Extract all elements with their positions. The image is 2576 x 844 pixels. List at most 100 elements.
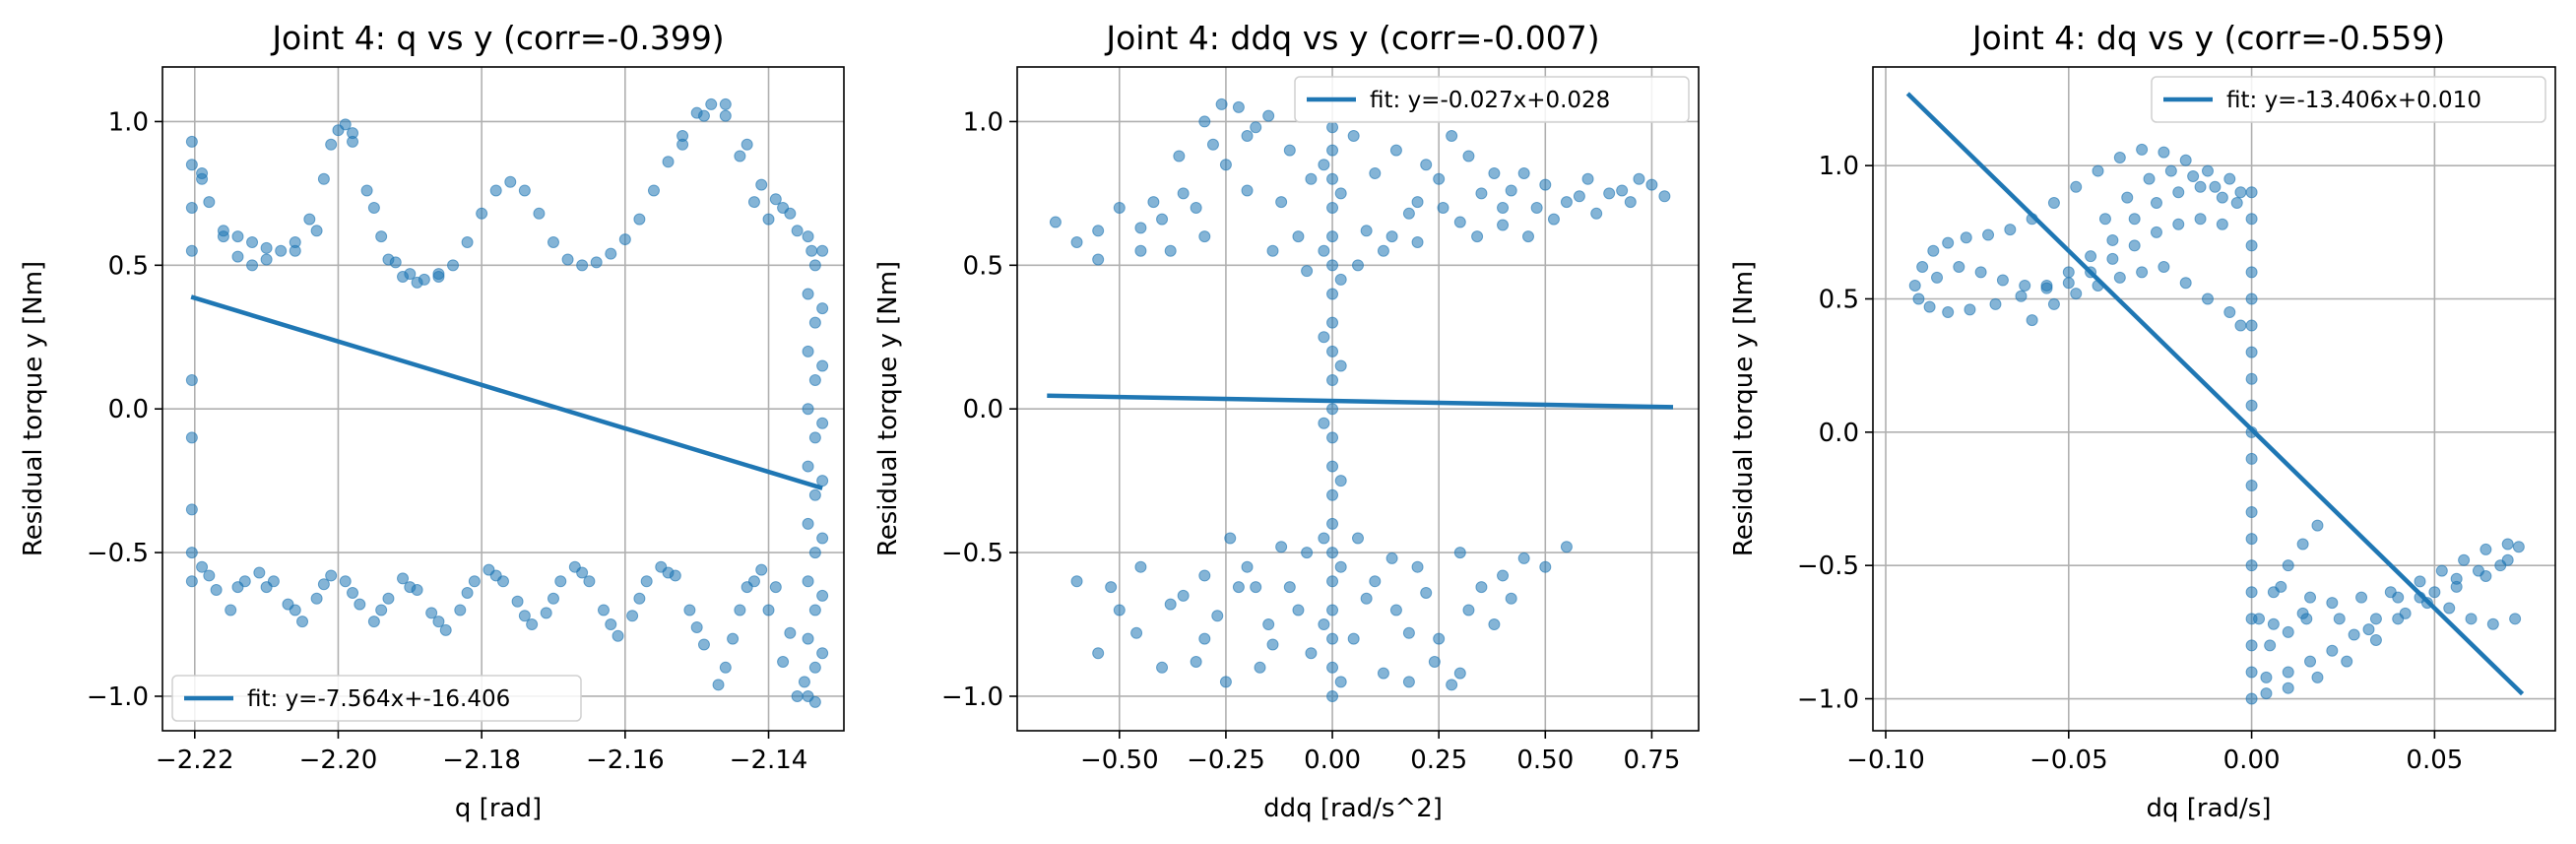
scatter-point [712,679,725,691]
scatter-point [1560,196,1573,209]
scatter-point [489,569,502,582]
scatter-point [2201,164,2214,177]
scatter-point [476,207,488,220]
scatter-point [1982,228,1995,241]
scatter-point [1505,184,1517,197]
scatter-point [2015,290,2028,302]
scatter-point [1539,178,1552,191]
scatter-point [1326,144,1339,157]
legend-box [1294,76,1690,123]
scatter-point [2245,266,2258,279]
scatter-point [2172,218,2185,230]
chart-title: Joint 4: q vs y (corr=-0.399) [270,19,724,57]
scatter-point [1070,575,1083,588]
scatter-point [2157,146,2170,159]
y-axis-label: Residual torque y [Nm] [19,261,48,556]
scatter-point [816,647,829,660]
scatter-point [2311,519,2324,532]
y-axis-label: Residual torque y [Nm] [1729,261,1759,556]
scatter-point [185,503,198,516]
scatter-point [511,595,524,608]
scatter-point [2486,617,2499,630]
scatter-point [808,374,821,387]
scatter-point [1560,541,1573,553]
scatter-point [185,374,198,387]
scatter-point [1471,230,1484,243]
scatter-point [2245,692,2258,705]
scatter-point [1360,592,1373,605]
scatter-point [1262,618,1275,631]
scatter-point [1326,403,1339,416]
scatter-point [367,201,380,214]
scatter-point [647,184,660,197]
scatter-point [1953,261,1965,274]
scatter-point [1147,196,1160,209]
scatter-point [1927,244,1940,257]
scatter-point [2106,252,2119,265]
scatter-point [1347,130,1360,143]
scatter-point [2179,277,2192,290]
axes-frame [1016,66,1700,732]
scatter-point [802,517,814,530]
scatter-point [1318,532,1330,545]
scatter-point [1326,431,1339,444]
scatter-point [1318,618,1330,631]
scatter-point [1573,190,1585,203]
scatter-point [2275,580,2287,593]
scatter-point [2230,197,2243,210]
y-tick-label: −1.0 [87,682,149,712]
scatter-point [354,598,366,611]
scatter-point [805,244,818,257]
scatter-point [2092,164,2104,177]
x-axis-label: ddq [rad/s^2] [1263,794,1443,823]
scatter-point [1219,676,1232,688]
scatter-point [2414,575,2426,588]
scatter-point [489,184,502,197]
scatter-point [185,135,198,148]
scatter-point [1326,259,1339,272]
scatter-point [1522,230,1534,243]
scatter-point [2136,143,2149,156]
data-layer [1905,92,2525,705]
x-axis-label: dq [rad/s] [2147,794,2272,823]
scatter-point [1517,166,1530,179]
scatter-point [1198,115,1211,128]
scatter-point [185,547,198,559]
scatter-point [1581,172,1594,185]
scatter-point [798,676,810,688]
y-tick-label: 0.5 [108,251,149,281]
scatter-point [317,578,330,591]
scatter-point [1996,274,2009,287]
scatter-point [576,566,589,579]
scatter-point [296,616,309,628]
scatter-point [2187,169,2200,182]
scatter-point [411,276,423,289]
scatter-point [260,241,273,254]
scatter-point [1389,144,1402,157]
scatter-point [816,244,829,257]
scatter-point [1352,532,1364,545]
y-tick-label: 0.5 [1819,285,1859,314]
scatter-point [1923,300,1936,313]
scatter-point [808,604,821,617]
scatter-point [1326,575,1339,588]
scatter-point [1603,187,1616,200]
scatter-point [2106,233,2119,246]
scatter-point [2113,271,2126,284]
scatter-point [447,259,460,272]
scatter-point [2143,172,2156,185]
scatter-point [397,270,410,283]
scatter-point [808,431,821,444]
scatter-point [347,127,359,140]
scatter-point [1411,235,1424,248]
scatter-point [2458,553,2471,566]
x-axis-label: q [rad] [455,794,542,823]
scatter-point [1334,475,1347,487]
scatter-point [339,118,352,131]
scatter-point [289,244,301,257]
scatter-point [1497,201,1510,214]
scatter-point [741,138,753,151]
scatter-point [360,184,373,197]
scatter-point [2450,580,2463,593]
scatter-point [2369,613,2382,625]
